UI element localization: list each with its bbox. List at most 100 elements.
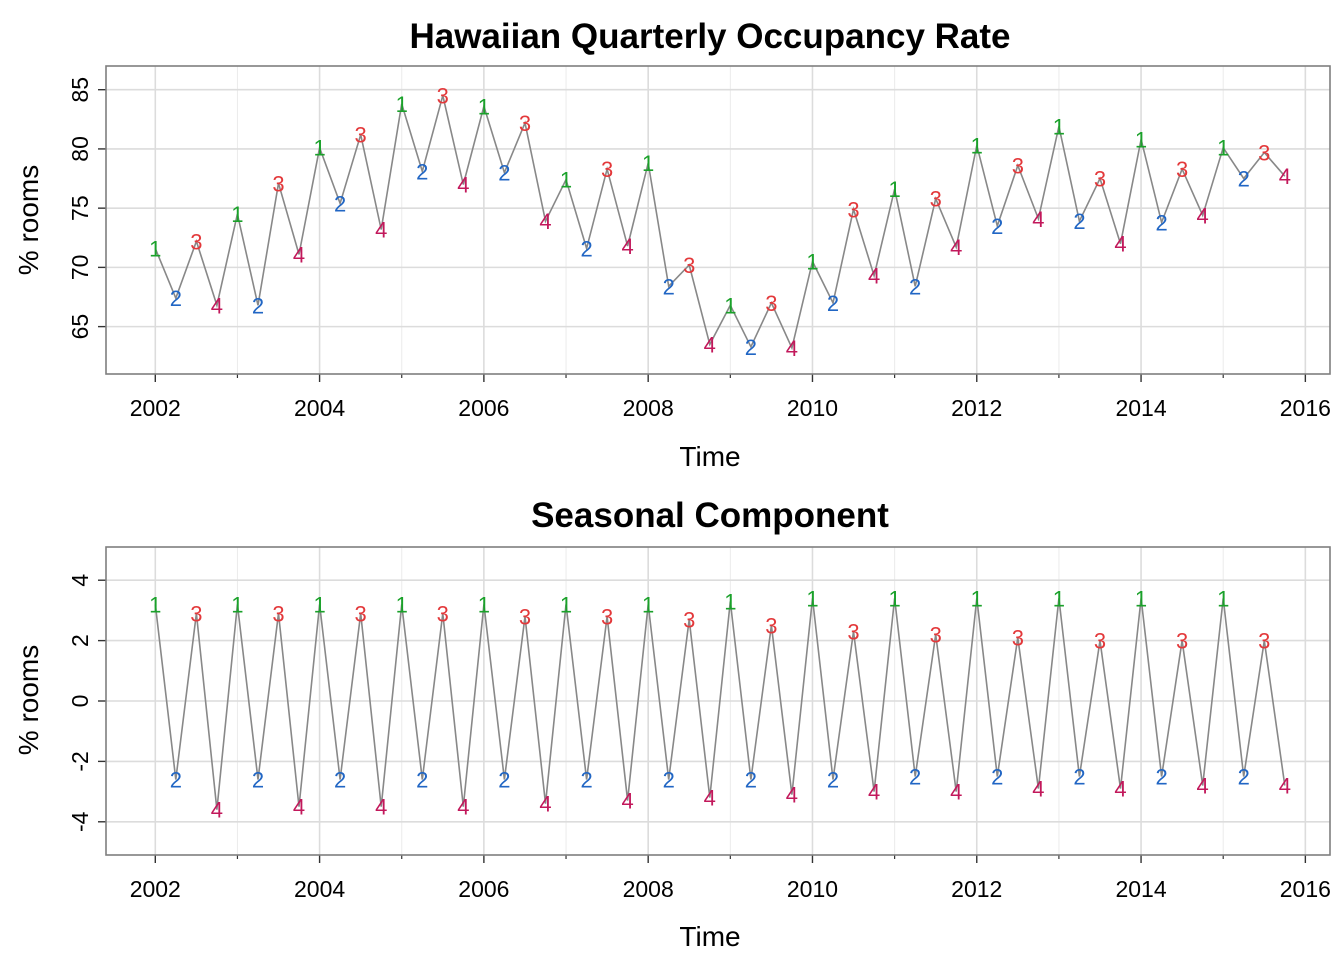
data-point-label-q1: 1 xyxy=(1053,114,1065,139)
x-tick-label: 2002 xyxy=(130,395,181,421)
data-point-label-q1: 1 xyxy=(396,592,408,617)
data-point-label-q3: 3 xyxy=(437,84,449,109)
y-axis-label: % rooms xyxy=(13,645,44,755)
data-point-label-q4: 4 xyxy=(1032,207,1044,232)
x-tick-label: 2006 xyxy=(458,876,509,902)
data-point-label-q2: 2 xyxy=(909,764,921,789)
data-point-label-q4: 4 xyxy=(211,798,223,823)
x-tick-label: 2008 xyxy=(623,395,674,421)
data-point-label-q1: 1 xyxy=(971,133,983,158)
data-point-label-q3: 3 xyxy=(355,123,367,148)
data-point-label-q2: 2 xyxy=(991,214,1003,239)
data-point-label-q3: 3 xyxy=(1012,626,1024,651)
data-point-label-q4: 4 xyxy=(950,780,962,805)
data-point-label-q1: 1 xyxy=(1217,136,1229,161)
data-point-label-q1: 1 xyxy=(313,136,325,161)
data-point-label-q4: 4 xyxy=(1114,232,1126,257)
data-point-label-q2: 2 xyxy=(827,291,839,316)
data-point-label-q3: 3 xyxy=(519,111,531,136)
x-tick-label: 2014 xyxy=(1115,876,1166,902)
data-point-label-q1: 1 xyxy=(642,151,654,176)
data-point-label-q2: 2 xyxy=(991,764,1003,789)
data-point-label-q3: 3 xyxy=(683,253,695,278)
y-tick-label: 65 xyxy=(67,314,93,340)
data-point-label-q2: 2 xyxy=(1238,167,1250,192)
data-point-label-q1: 1 xyxy=(806,586,818,611)
data-point-label-q1: 1 xyxy=(888,177,900,202)
x-tick-label: 2010 xyxy=(787,395,838,421)
data-point-label-q2: 2 xyxy=(170,286,182,311)
data-point-label-q1: 1 xyxy=(971,586,983,611)
data-point-label-q3: 3 xyxy=(1094,629,1106,654)
data-point-label-q2: 2 xyxy=(252,293,264,318)
data-point-label-q3: 3 xyxy=(847,620,859,645)
data-point-label-q2: 2 xyxy=(827,768,839,793)
x-tick-label: 2010 xyxy=(787,876,838,902)
chart-title: Hawaiian Quarterly Occupancy Rate xyxy=(409,17,1010,56)
data-point-label-q2: 2 xyxy=(498,768,510,793)
data-point-label-q4: 4 xyxy=(950,235,962,260)
data-point-label-q2: 2 xyxy=(498,161,510,186)
data-point-label-q4: 4 xyxy=(457,795,469,820)
data-point-label-q4: 4 xyxy=(704,332,716,357)
data-point-label-q2: 2 xyxy=(416,159,428,184)
plot-area xyxy=(106,66,1330,374)
data-point-label-q2: 2 xyxy=(745,768,757,793)
data-point-label-q2: 2 xyxy=(745,335,757,360)
data-point-label-q4: 4 xyxy=(868,780,880,805)
data-point-label-q3: 3 xyxy=(272,171,284,196)
x-tick-label: 2014 xyxy=(1115,395,1166,421)
data-point-label-q3: 3 xyxy=(190,601,202,626)
x-tick-label: 2012 xyxy=(951,876,1002,902)
data-point-label-q2: 2 xyxy=(334,191,346,216)
data-point-label-q4: 4 xyxy=(1032,777,1044,802)
data-point-label-q1: 1 xyxy=(396,92,408,117)
data-point-label-q1: 1 xyxy=(1135,586,1147,611)
data-point-label-q1: 1 xyxy=(724,293,736,318)
data-point-label-q2: 2 xyxy=(1155,210,1167,235)
data-point-label-q2: 2 xyxy=(1155,764,1167,789)
data-point-label-q3: 3 xyxy=(601,604,613,629)
data-point-label-q1: 1 xyxy=(642,592,654,617)
x-tick-label: 2016 xyxy=(1280,876,1331,902)
data-point-label-q2: 2 xyxy=(1073,764,1085,789)
data-point-label-q3: 3 xyxy=(1258,140,1270,165)
data-point-label-q2: 2 xyxy=(1073,209,1085,234)
data-point-label-q4: 4 xyxy=(539,792,551,817)
data-point-label-q3: 3 xyxy=(1258,629,1270,654)
y-tick-label: 4 xyxy=(67,574,93,587)
data-point-label-q1: 1 xyxy=(806,249,818,274)
data-point-label-q2: 2 xyxy=(1238,764,1250,789)
y-tick-label: 75 xyxy=(67,195,93,221)
data-point-label-q1: 1 xyxy=(560,592,572,617)
data-point-label-q3: 3 xyxy=(272,601,284,626)
plot-frame xyxy=(105,546,1331,856)
data-point-label-q1: 1 xyxy=(888,586,900,611)
data-point-label-q3: 3 xyxy=(519,604,531,629)
data-point-label-q4: 4 xyxy=(211,293,223,318)
data-point-label-q1: 1 xyxy=(478,592,490,617)
data-point-label-q4: 4 xyxy=(704,786,716,811)
data-point-label-q3: 3 xyxy=(930,187,942,212)
y-tick-label: -4 xyxy=(67,811,93,832)
data-point-label-q4: 4 xyxy=(375,795,387,820)
data-point-label-q2: 2 xyxy=(909,274,921,299)
y-tick-label: 80 xyxy=(67,136,93,162)
data-point-label-q3: 3 xyxy=(601,157,613,182)
data-point-label-q1: 1 xyxy=(724,589,736,614)
chart-title: Seasonal Component xyxy=(531,496,889,535)
x-axis-label: Time xyxy=(679,441,740,472)
data-point-label-q4: 4 xyxy=(293,795,305,820)
data-point-label-q4: 4 xyxy=(868,264,880,289)
data-point-label-q3: 3 xyxy=(355,601,367,626)
y-tick-label: 0 xyxy=(67,695,93,708)
data-point-label-q1: 1 xyxy=(149,236,161,261)
data-point-label-q4: 4 xyxy=(622,789,634,814)
data-point-label-q4: 4 xyxy=(1197,774,1209,799)
y-tick-label: 85 xyxy=(67,77,93,103)
x-tick-label: 2008 xyxy=(623,876,674,902)
data-point-label-q1: 1 xyxy=(1053,586,1065,611)
y-tick-label: -2 xyxy=(67,751,93,771)
x-axis-label: Time xyxy=(679,921,740,952)
